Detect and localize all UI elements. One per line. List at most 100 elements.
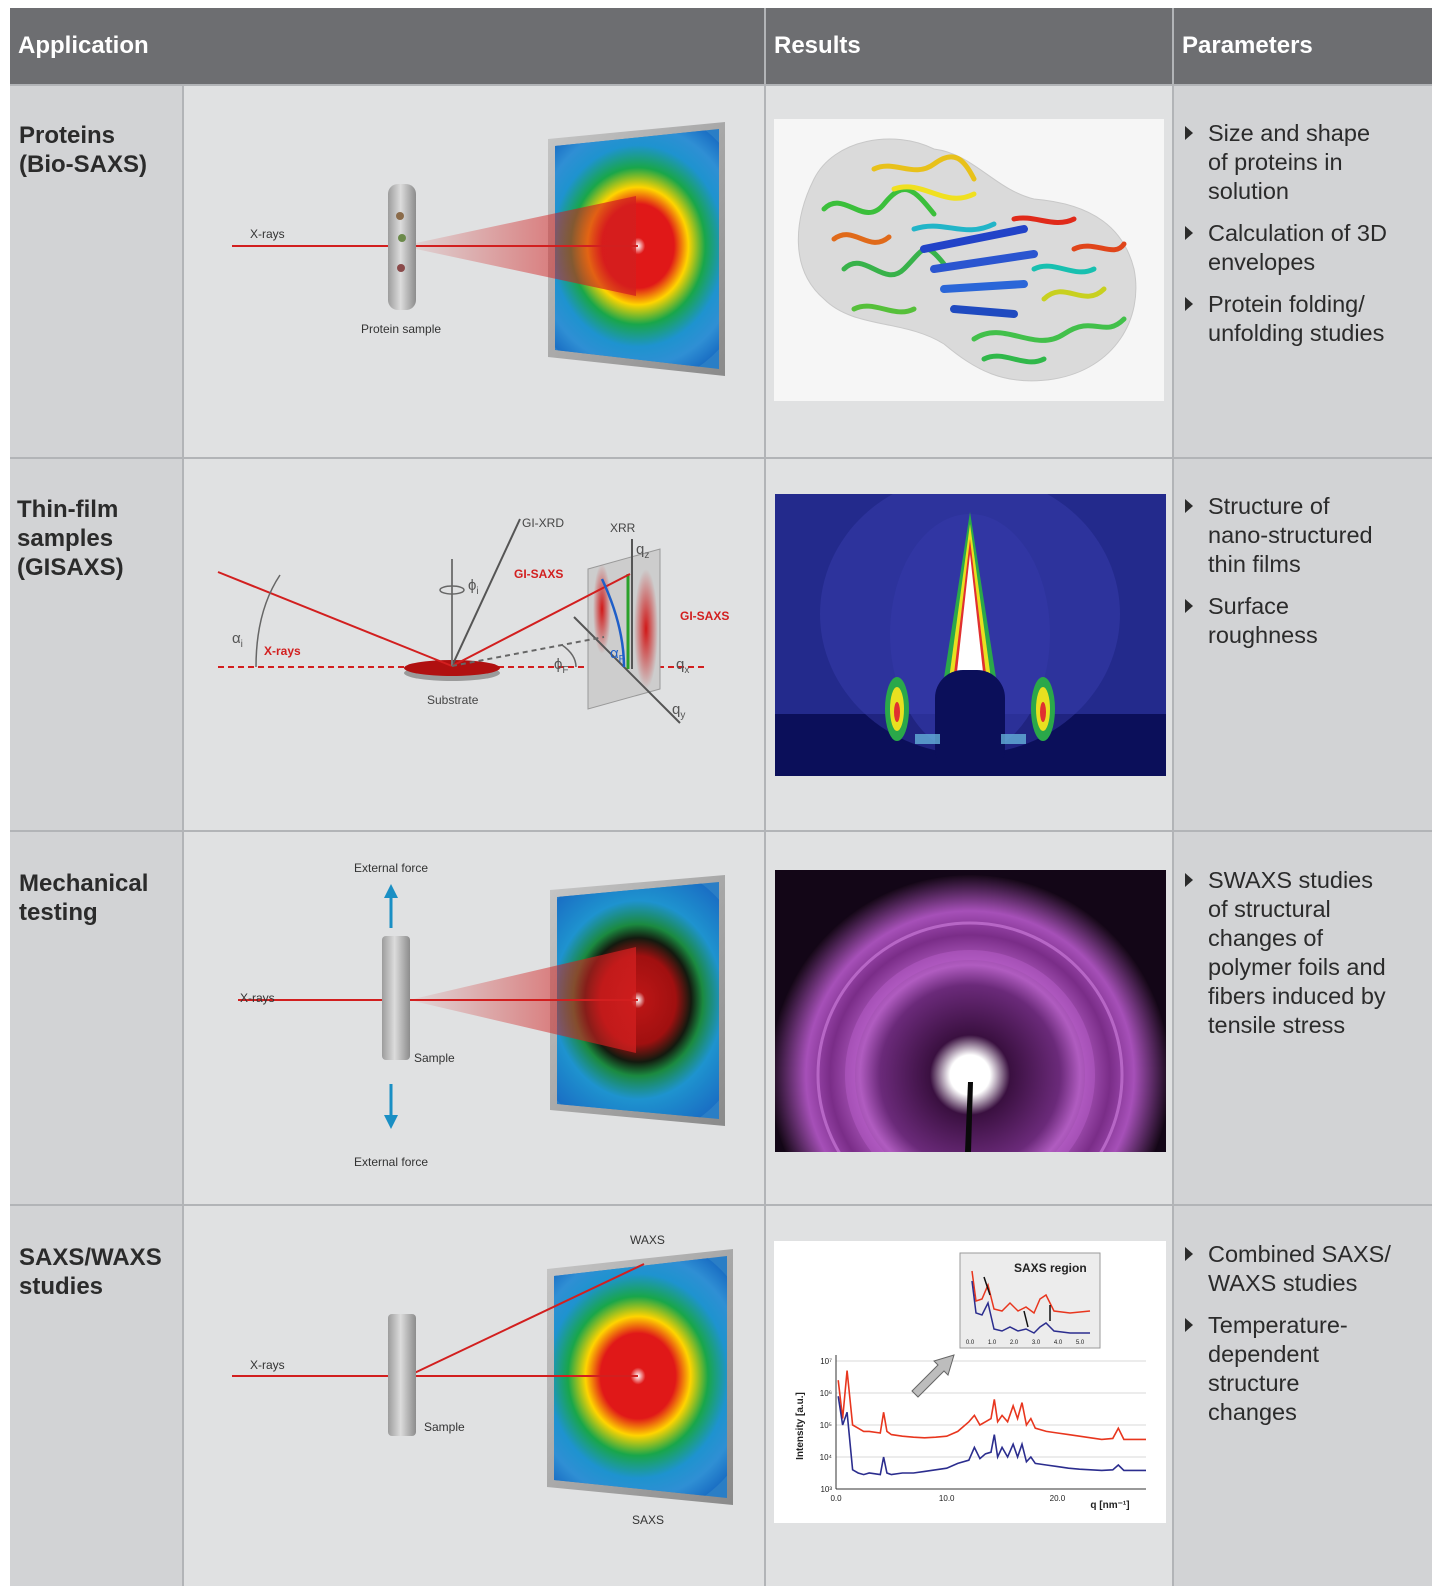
qy-axis xyxy=(573,616,681,724)
bullet-triangle-icon xyxy=(1185,126,1193,140)
parameter-item: Protein folding/ unfolding studies xyxy=(1184,290,1424,348)
bullet-triangle-icon xyxy=(1185,873,1193,887)
parameters-mechanical: SWAXS studies of structural changes of p… xyxy=(1184,866,1424,1053)
diagram-gisaxs: GI-XRD XRR GI-SAXS GI-SAXS X-rays Substr… xyxy=(217,516,729,724)
parameter-item: Size and shape of proteins in solution xyxy=(1184,119,1424,206)
parameter-line: Combined SAXS/ xyxy=(1208,1241,1391,1267)
application-label-column xyxy=(10,84,182,1586)
diagram-saxs-waxs: WAXS SAXS X-rays Sample xyxy=(232,1233,733,1527)
parameter-line: Size and shape xyxy=(1208,120,1371,146)
row-label-line: testing xyxy=(19,899,98,926)
xrays-label: X-rays xyxy=(250,1358,285,1372)
parameter-item: Combined SAXS/ WAXS studies xyxy=(1184,1240,1424,1298)
external-force-bottom-label: External force xyxy=(354,1155,428,1169)
gi-xrd-label: GI-XRD xyxy=(522,516,564,530)
alpha-i-label: αi xyxy=(232,630,243,650)
x-tick-label: 10.0 xyxy=(939,1494,955,1503)
bullet-triangle-icon xyxy=(1185,499,1193,513)
row-label-mechanical: Mechanical testing xyxy=(19,869,148,927)
row-label-line: studies xyxy=(19,1273,104,1300)
row-label-line: Thin-film xyxy=(17,496,119,523)
parameter-line: WAXS studies xyxy=(1208,1270,1358,1296)
saxs-label: SAXS xyxy=(632,1513,664,1527)
bullet-triangle-icon xyxy=(1185,599,1193,613)
inset-x-tick-label: 3.0 xyxy=(1032,1340,1041,1346)
sample-label: Sample xyxy=(424,1420,465,1434)
xrays-label: X-rays xyxy=(250,227,285,241)
diagram-proteins: X-rays Protein sample xyxy=(232,122,725,376)
divider xyxy=(10,84,1432,86)
projection-dashed xyxy=(451,636,605,667)
row-label-line: samples xyxy=(17,525,114,552)
bullet-triangle-icon xyxy=(1185,297,1193,311)
gisaxs-spot-right xyxy=(634,569,658,689)
parameter-line: unfolding studies xyxy=(1208,320,1385,346)
parameter-line: changes of xyxy=(1208,925,1323,951)
x-tick-label: 20.0 xyxy=(1050,1494,1066,1503)
parameter-line: structure xyxy=(1208,1370,1300,1396)
y-tick-label: 10³ xyxy=(820,1485,832,1494)
force-arrow-up-icon xyxy=(384,884,398,898)
substrate-label: Substrate xyxy=(427,693,479,707)
divider xyxy=(10,1204,1432,1206)
parameters-proteins: Size and shape of proteins in solution C… xyxy=(1184,119,1424,361)
parameter-line: tensile stress xyxy=(1208,1012,1346,1038)
parameters-saxs-waxs: Combined SAXS/ WAXS studies Temperature-… xyxy=(1184,1240,1424,1440)
gi-saxs-left-label: GI-SAXS xyxy=(514,567,563,581)
parameter-item: Surface roughness xyxy=(1184,592,1424,650)
row-label-line: (Bio-SAXS) xyxy=(19,151,147,178)
parameter-line: solution xyxy=(1208,178,1289,204)
header-parameters: Parameters xyxy=(1174,8,1432,84)
applications-table: Application Results Parameters Proteins … xyxy=(10,8,1432,1586)
y-tick-label: 10⁵ xyxy=(820,1421,832,1430)
protein-icon xyxy=(396,212,404,220)
inset-arrow-1 xyxy=(983,1276,991,1296)
protein-sample-label: Protein sample xyxy=(361,322,441,336)
row-label-line: SAXS/WAXS xyxy=(19,1244,162,1271)
parameters-column xyxy=(1174,84,1432,1586)
y-tick-label: 10⁶ xyxy=(820,1389,832,1398)
parameter-line: Structure of xyxy=(1208,493,1330,519)
sample-label: Sample xyxy=(414,1051,455,1065)
inset-frame xyxy=(959,1252,1101,1349)
qx-label: qx xyxy=(676,656,689,676)
y-tick-label: 10⁴ xyxy=(820,1453,833,1462)
row-label-proteins: Proteins (Bio-SAXS) xyxy=(19,121,147,179)
parameter-line: envelopes xyxy=(1208,249,1316,275)
row-label-line: Mechanical xyxy=(19,870,149,897)
x-tick-label: 0.0 xyxy=(830,1494,842,1503)
header-results-label: Results xyxy=(774,32,861,59)
waxs-ray xyxy=(407,1263,645,1377)
result-intensity-chart: Intensity [a.u.] q [nm⁻¹] 10³ 10⁴ 10⁵ 10⁶ 10… xyxy=(774,1241,1166,1523)
substrate-disc xyxy=(404,660,500,676)
row-label-saxs-waxs: SAXS/WAXS studies xyxy=(19,1243,162,1301)
parameter-line: Protein folding/ xyxy=(1208,291,1365,317)
y-tick-label: 10⁷ xyxy=(820,1357,832,1366)
inset-x-tick-label: 1.0 xyxy=(988,1340,997,1346)
sample-tube xyxy=(382,936,410,1060)
xrr-label: XRR xyxy=(610,521,636,535)
parameter-item: Temperature- dependent structure changes xyxy=(1184,1311,1424,1427)
parameter-line: of structural xyxy=(1208,896,1331,922)
parameter-line: polymer foils and xyxy=(1208,954,1386,980)
parameter-line: nano-structured xyxy=(1208,522,1373,548)
parameter-item: Structure of nano-structured thin films xyxy=(1184,492,1424,579)
alpha-f-label: αF xyxy=(610,645,625,665)
gi-xrd-ray xyxy=(451,518,521,667)
row-label-line: Proteins xyxy=(19,122,116,149)
divider xyxy=(764,8,766,1586)
row-label-thin-film: Thin-film samples (GISAXS) xyxy=(17,495,124,582)
parameter-line: Surface xyxy=(1208,593,1289,619)
parameter-line: changes xyxy=(1208,1399,1297,1425)
rotation-icon xyxy=(439,585,465,595)
parameter-line: dependent xyxy=(1208,1341,1320,1367)
inset-x-tick-label: 5.0 xyxy=(1076,1340,1085,1346)
alpha-i-arc xyxy=(255,574,281,668)
protein-sample-tube xyxy=(388,184,416,310)
inset-series-blue xyxy=(971,1280,1090,1334)
external-force-top-label: External force xyxy=(354,861,428,875)
inset-x-tick-label: 0.0 xyxy=(966,1340,975,1346)
sample-tube xyxy=(388,1314,416,1436)
inset-arrow-2 xyxy=(1023,1310,1029,1328)
series-line-blue xyxy=(837,1396,1146,1476)
